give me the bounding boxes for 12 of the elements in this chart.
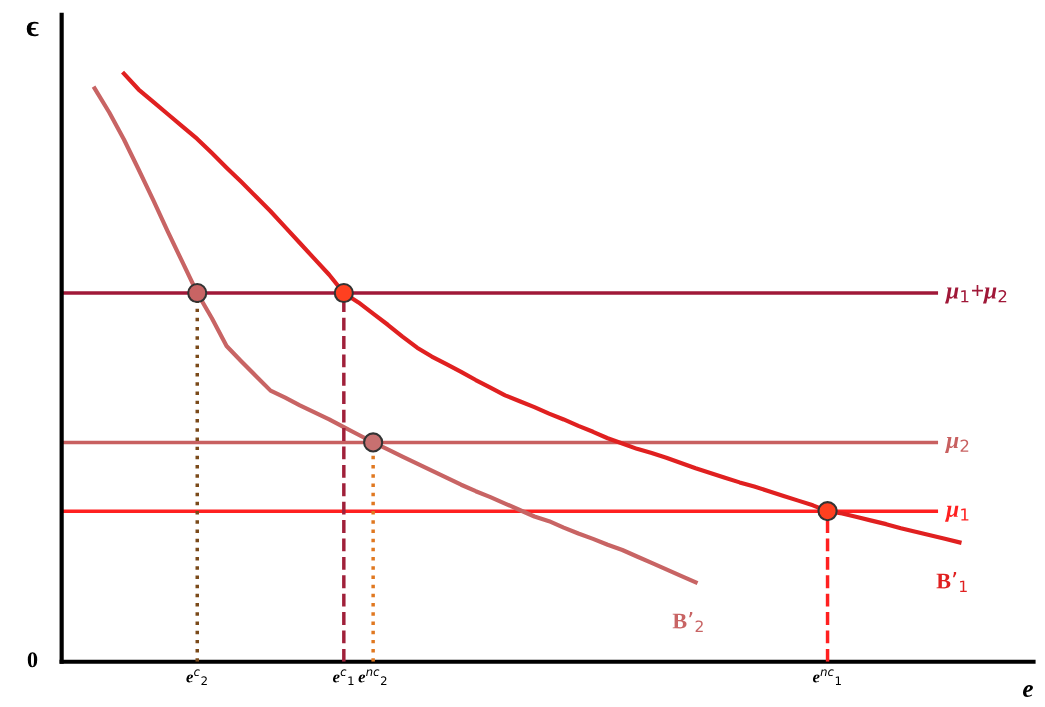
x-tick-label: e$^{nc}$$_{1}$	[812, 669, 841, 686]
series-label: B’$_{2}$	[672, 612, 703, 632]
series-label: B’$_{1}$	[936, 572, 967, 592]
x-tick-label: e$^{c}$$_{2}$	[186, 669, 207, 686]
ref-line-label: μ$_{1}$	[945, 505, 969, 522]
text: 0	[27, 652, 38, 668]
x-axis-title: e	[1022, 685, 1033, 698]
x-tick-label: e$^{nc}$$_{2}$	[358, 669, 387, 686]
ref-line-label: μ$_{1}$+μ$_{2}$	[945, 285, 1007, 304]
x-tick-label: e$^{c}$$_{1}$	[332, 669, 354, 686]
ref-line-label: μ$_{2}$	[945, 437, 969, 453]
y-axis-title: ϵ	[26, 21, 39, 37]
